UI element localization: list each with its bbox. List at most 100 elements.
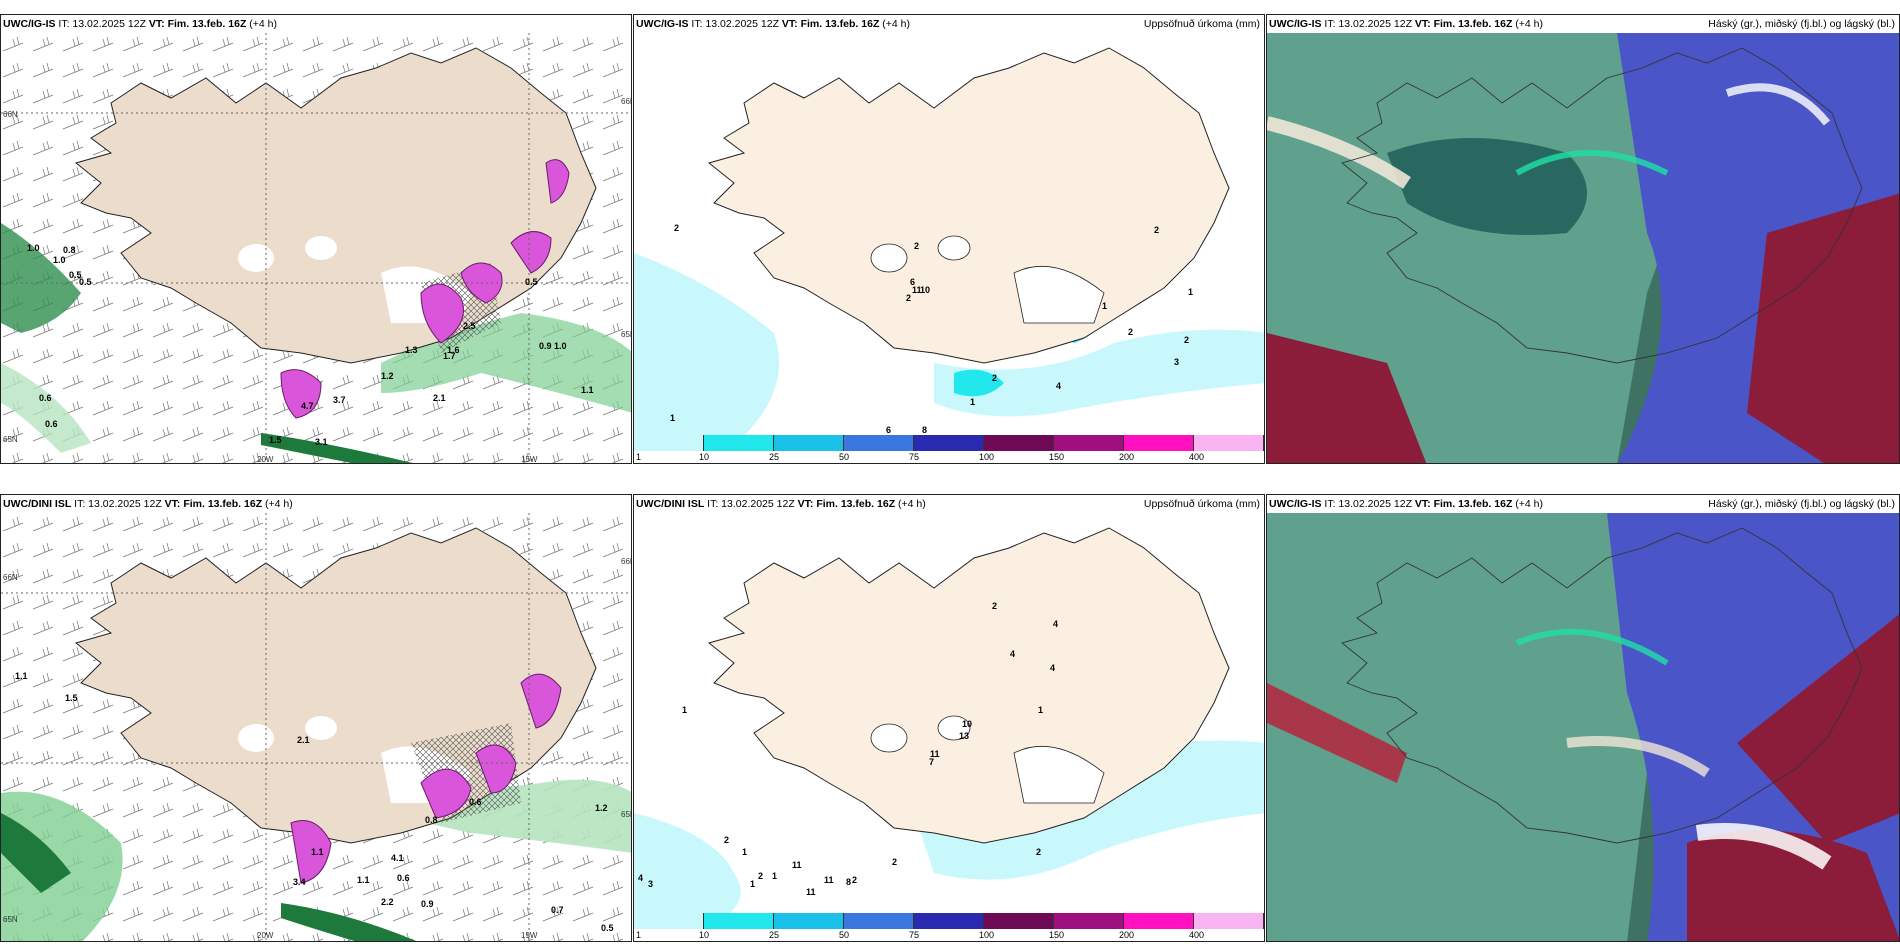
colorbar-segment	[1194, 913, 1264, 929]
colorbar-tick-label: 1	[636, 452, 642, 462]
colorbar-segment	[844, 435, 914, 451]
precip-value-label: 2	[1154, 225, 1160, 235]
precip-value-label: 1	[682, 705, 688, 715]
colorbar-segment	[634, 435, 704, 451]
lat-label: 66N	[3, 110, 18, 119]
precip-value-label: 6	[910, 277, 916, 287]
precip-colorbar	[634, 913, 1264, 929]
colorbar-tick-label: 10	[699, 452, 710, 462]
colorbar-tick-label: 25	[769, 452, 780, 462]
wind-value-label: 0.8	[63, 245, 76, 255]
wind-value-label: 1.0	[53, 255, 66, 265]
colorbar-segment	[1194, 435, 1264, 451]
wind-value-label: 0.9 1.0	[539, 341, 567, 351]
wind-value-label: 4.1	[391, 853, 404, 863]
panel-title: UWC/IG-IS IT: 13.02.2025 12Z VT: Fim. 13…	[1, 15, 631, 33]
colorbar-tick-label: 400	[1189, 930, 1205, 940]
wind-value-label: 0.6	[45, 419, 58, 429]
precip-value-label: 1	[742, 847, 748, 857]
wind-value-label: 0.8	[425, 815, 438, 825]
precip-value-label: 1	[970, 397, 976, 407]
wind-value-label: 1.3	[405, 345, 418, 355]
wind-value-label: 1.1	[581, 385, 594, 395]
lat-label: 66N	[3, 573, 18, 582]
precip-value-label: 11	[930, 749, 940, 759]
precip-value-label: 11	[824, 875, 834, 885]
colorbar-tick-label: 75	[909, 452, 920, 462]
colorbar-tick-label: 75	[909, 930, 920, 940]
precip-value-label: 1	[670, 413, 676, 423]
colorbar-segment	[774, 435, 844, 451]
cloud-map	[1267, 33, 1899, 463]
wind-value-label: 0.6	[39, 393, 52, 403]
wind-value-label: 4.7	[301, 401, 314, 411]
precip-value-label: 11	[912, 285, 922, 295]
precip-value-label: 3	[1174, 357, 1180, 367]
precip-value-label: 2	[1036, 847, 1042, 857]
precip-value-label: 2	[914, 241, 920, 251]
wind-value-label: 0.6	[397, 873, 410, 883]
colorbar-segment	[914, 913, 984, 929]
precip-value-label: 2	[992, 601, 998, 611]
wind-value-label: 0.5	[525, 277, 538, 287]
colorbar-segment	[704, 913, 774, 929]
wind-value-label: 0.5	[69, 270, 82, 280]
wind-value-label: 1.5	[269, 435, 282, 445]
colorbar-tick-label: 50	[839, 930, 850, 940]
lon-label: 20W	[257, 931, 274, 940]
colorbar-segment	[774, 913, 844, 929]
colorbar-tick-label: 200	[1119, 930, 1135, 940]
wind-value-label: 1.1	[357, 875, 370, 885]
wind-value-label: 1.1	[311, 847, 324, 857]
precip-value-label: 8	[922, 425, 928, 435]
wind-value-label: 0.9	[421, 899, 434, 909]
lat-label: 65N	[3, 435, 18, 444]
precip-panel-row1: UWC/IG-IS IT: 13.02.2025 12Z VT: Fim. 13…	[633, 14, 1265, 464]
precip-value-label: 2	[1128, 327, 1134, 337]
colorbar-segment	[1124, 435, 1194, 451]
precip-value-label: 2	[852, 875, 858, 885]
wind-value-label: 0.5	[79, 277, 92, 287]
lat-label: 65N	[621, 330, 631, 339]
wind-value-label: 1.2	[595, 803, 608, 813]
wind-value-label: 2.1	[297, 735, 310, 745]
colorbar-tick-label: 100	[979, 452, 995, 462]
colorbar-ticks: 1 10 25 50 75 100 150 200 400	[634, 930, 1264, 941]
wind-value-label: 1.6	[447, 345, 460, 355]
wind-panel-row1: UWC/IG-IS IT: 13.02.2025 12Z VT: Fim. 13…	[0, 14, 632, 464]
lon-label: 20W	[257, 455, 274, 464]
precip-value-label: 1	[1038, 705, 1044, 715]
cloud-panel-row2: UWC/IG-IS IT: 13.02.2025 12Z VT: Fim. 13…	[1266, 494, 1900, 942]
wind-value-label: 1.0	[27, 243, 40, 253]
colorbar-tick-label: 25	[769, 930, 780, 940]
lat-label: 66N	[621, 557, 631, 566]
wind-snow-map	[1, 33, 631, 463]
wind-value-label: 3.4	[293, 877, 306, 887]
precip-value-label: 11	[806, 887, 816, 897]
precip-value-label: 1	[1102, 301, 1108, 311]
colorbar-tick-label: 100	[979, 930, 995, 940]
panel-title: UWC/IG-IS IT: 13.02.2025 12Z VT: Fim. 13…	[634, 15, 1264, 33]
precip-value-label: 8	[846, 877, 852, 887]
precip-value-label: 11	[792, 860, 802, 870]
wind-snow-map	[1, 513, 631, 941]
lat-label: 66N	[621, 97, 631, 106]
precip-value-label: 1	[772, 871, 778, 881]
wind-value-label: 2.5	[463, 321, 476, 331]
colorbar-tick-label: 150	[1049, 452, 1065, 462]
colorbar-tick-label: 150	[1049, 930, 1065, 940]
lon-label: 15W	[521, 455, 538, 464]
colorbar-tick-label: 200	[1119, 452, 1135, 462]
colorbar-segment	[1124, 913, 1194, 929]
colorbar-ticks: 1 10 25 50 75 100 150 200 400	[634, 452, 1264, 463]
colorbar-tick-label: 400	[1189, 452, 1205, 462]
precip-value-label: 4	[1056, 381, 1062, 391]
wind-value-label: 0.6	[469, 797, 482, 807]
precip-value-label: 1	[1188, 287, 1194, 297]
precip-value-label: 2	[758, 871, 764, 881]
wind-value-label: 0.5	[601, 923, 614, 933]
colorbar-tick-label: 10	[699, 930, 710, 940]
colorbar-segment	[634, 913, 704, 929]
precip-value-label: 13	[959, 731, 970, 741]
wind-value-label: 2.2	[381, 897, 394, 907]
